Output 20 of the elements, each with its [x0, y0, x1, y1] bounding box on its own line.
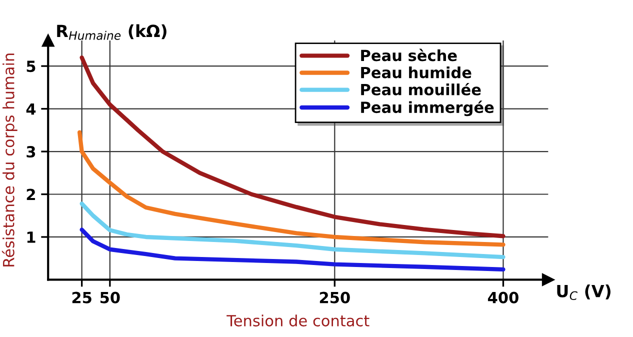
legend-label: Peau mouillée: [361, 82, 481, 96]
y-tick-label: 2: [26, 188, 35, 200]
x-axis-title: Tension de contact: [226, 314, 370, 326]
y-tick-label: 1: [27, 232, 36, 243]
line-series: [80, 228, 506, 272]
y-tick-label: 3: [26, 146, 36, 158]
legend-label: Peau humide: [361, 66, 472, 78]
y-axis-title: Résistance du corps humain: [2, 54, 18, 266]
y-tick-label: 5: [26, 60, 36, 72]
legend-label: Peau immergée: [361, 100, 494, 116]
y-tick-label: 4: [26, 103, 36, 115]
line-series: [80, 202, 506, 260]
legend-label: Peau sèche: [361, 48, 457, 62]
x-tick-label: 50: [100, 292, 120, 304]
line-series: [77, 130, 506, 247]
x-tick-label: 250: [320, 292, 350, 304]
text: U$_{C}$ (V): [557, 284, 610, 300]
x-tick-label: 25: [72, 292, 92, 304]
x-tick-label: 400: [488, 292, 518, 304]
text: R$_{Humaine}$ (kΩ): [57, 24, 166, 40]
